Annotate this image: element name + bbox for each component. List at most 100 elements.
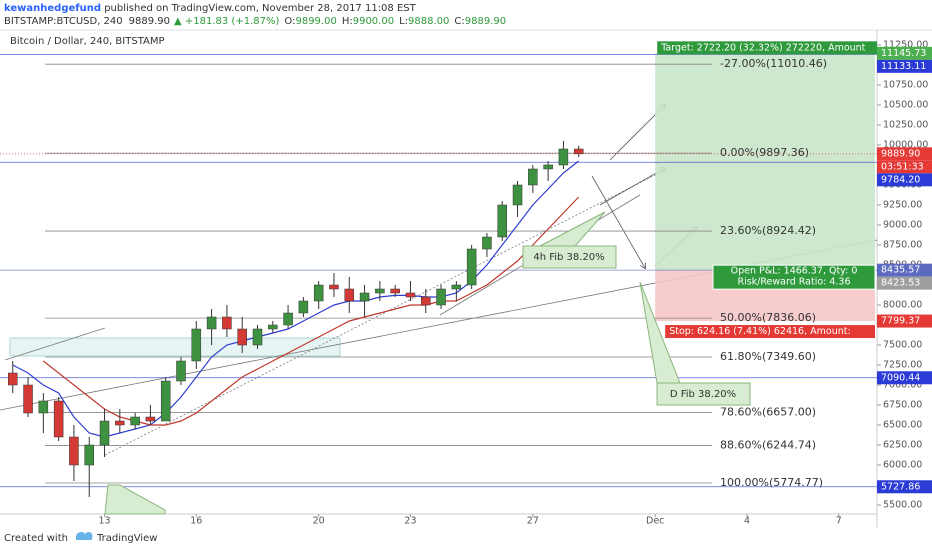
- trend-line: [4, 327, 106, 361]
- candle-body: [237, 328, 247, 346]
- footer-brand[interactable]: TradingView: [96, 533, 157, 544]
- price-marker: [877, 276, 932, 290]
- logo: [76, 531, 93, 540]
- candle-body: [421, 296, 431, 306]
- candle-body: [283, 312, 293, 326]
- symbol: BITSTAMP:BTCUSD, 240: [4, 16, 123, 27]
- candle-body: [206, 316, 217, 330]
- candle-body: [375, 288, 385, 294]
- candle-body: [268, 324, 278, 330]
- footer-created: Created with: [4, 533, 68, 544]
- y-tick-label: 10000.00: [883, 140, 928, 151]
- author[interactable]: kewanhedgefund: [4, 3, 101, 14]
- stop-label-bg: [665, 325, 875, 339]
- candle-body: [359, 292, 370, 302]
- price-marker-label: 8435.57: [881, 265, 920, 276]
- candle-body: [390, 288, 400, 294]
- fib-label: 100.00%(5774.77): [720, 476, 823, 489]
- ohlc-value: 9899.00: [295, 16, 336, 27]
- callout: [104, 484, 166, 515]
- price-marker: [877, 480, 932, 494]
- fib-label: -27.00%(11010.46): [720, 57, 827, 70]
- ohlc-key: O:: [284, 16, 295, 27]
- annotation: 4h Fib 38.20%: [533, 252, 604, 263]
- ohlc-key: C:: [454, 16, 464, 27]
- candle-body: [497, 204, 507, 238]
- candle-body: [252, 328, 263, 346]
- candle-body: [451, 284, 462, 290]
- y-tick-label: 10500.00: [883, 100, 928, 111]
- y-tick-label: 8000.00: [883, 300, 922, 311]
- target-label: Target: 2722.20 (32.32%) 272220, Amount: [660, 42, 865, 53]
- price-marker-label: 11133.11: [881, 61, 926, 72]
- candle-body: [53, 400, 64, 438]
- candle-body: [528, 168, 538, 186]
- candle-body: [191, 328, 202, 362]
- candle-body: [344, 288, 355, 302]
- symbol-line: BITSTAMP:BTCUSD, 240 9889.90 ▲ +181.83 (+1…: [4, 16, 506, 27]
- candle-body: [512, 184, 523, 206]
- header-line: kewanhedgefund published on TradingView.…: [4, 3, 417, 14]
- y-tick-label: 6500.00: [883, 420, 922, 431]
- price-marker: [877, 371, 932, 385]
- candle-body: [176, 360, 186, 382]
- candle-body: [38, 400, 49, 414]
- candle-body: [543, 164, 553, 170]
- price-marker-label: 9784.20: [881, 174, 920, 185]
- price-marker-label: 9889.90: [881, 148, 920, 159]
- candle-body: [482, 236, 492, 250]
- countdown-bg: [877, 160, 932, 174]
- x-tick-label: 4: [744, 516, 750, 527]
- y-tick-label: 6000.00: [883, 460, 922, 471]
- x-tick-label: 20: [313, 516, 325, 527]
- arrow: [599, 168, 665, 206]
- fib-label: 50.00%(7836.06): [720, 311, 816, 324]
- candle-body: [23, 384, 33, 414]
- arrow: [591, 175, 645, 268]
- pnl-label-bg: [712, 264, 876, 290]
- chart-title: Bitcoin / Dollar, 240, BITSTAMP: [10, 36, 165, 47]
- candle-body: [222, 316, 232, 330]
- y-tick-label: 9000.00: [883, 220, 922, 231]
- ohlc-key: L:: [399, 16, 408, 27]
- fib-label: 61.80%(7349.60): [720, 350, 816, 363]
- y-tick-label: 10750.00: [883, 80, 928, 91]
- price-marker: [877, 173, 932, 187]
- y-tick-label: 7250.00: [883, 360, 922, 371]
- candle-body: [69, 436, 79, 466]
- candle-body: [84, 444, 94, 466]
- fib-label: 78.60%(6657.00): [720, 405, 816, 418]
- ohlc-value: 9900.00: [353, 16, 394, 27]
- fib-label: 23.60%(8924.42): [720, 224, 816, 237]
- x-tick-label: 23: [404, 516, 416, 527]
- candle-body: [99, 420, 110, 446]
- stop-label: Stop: 624.16 (7.41%) 62416, Amount:: [669, 326, 850, 337]
- ohlc-value: 9888.00: [408, 16, 449, 27]
- y-tick-label: 7000.00: [883, 380, 922, 391]
- plot: -27.00%(11010.46) 0.00%(9897.36) 23.60%(89…: [0, 53, 877, 497]
- y-tick-label: 8750.00: [883, 240, 922, 251]
- y-tick-label: 6750.00: [883, 400, 922, 411]
- price-marker-label: 5727.86: [881, 481, 920, 492]
- y-tick-label: 10250.00: [883, 120, 928, 131]
- price-marker: [877, 147, 932, 161]
- y-tick-label: 5500.00: [883, 500, 922, 511]
- callout-box: [522, 245, 617, 269]
- price-marker: [877, 46, 932, 60]
- candle-body: [130, 416, 140, 426]
- fib-label: 88.60%(6244.74): [720, 438, 816, 451]
- candle-body: [405, 292, 416, 298]
- candle-body: [145, 416, 156, 422]
- rr-label: Risk/Reward Ratio: 4.36: [737, 277, 850, 288]
- candle-body: [298, 300, 309, 314]
- price-marker-label: 7090.44: [881, 372, 920, 383]
- last-price: 9889.90: [129, 16, 170, 27]
- ohlc-value: 9889.90: [465, 16, 506, 27]
- callout-box: [656, 382, 751, 406]
- y-tick-label: 6250.00: [883, 440, 922, 451]
- x-tick-label: 27: [527, 516, 539, 527]
- candle-body: [558, 148, 569, 166]
- candle-body: [329, 284, 339, 290]
- y-tick-label: 11250.00: [883, 40, 928, 51]
